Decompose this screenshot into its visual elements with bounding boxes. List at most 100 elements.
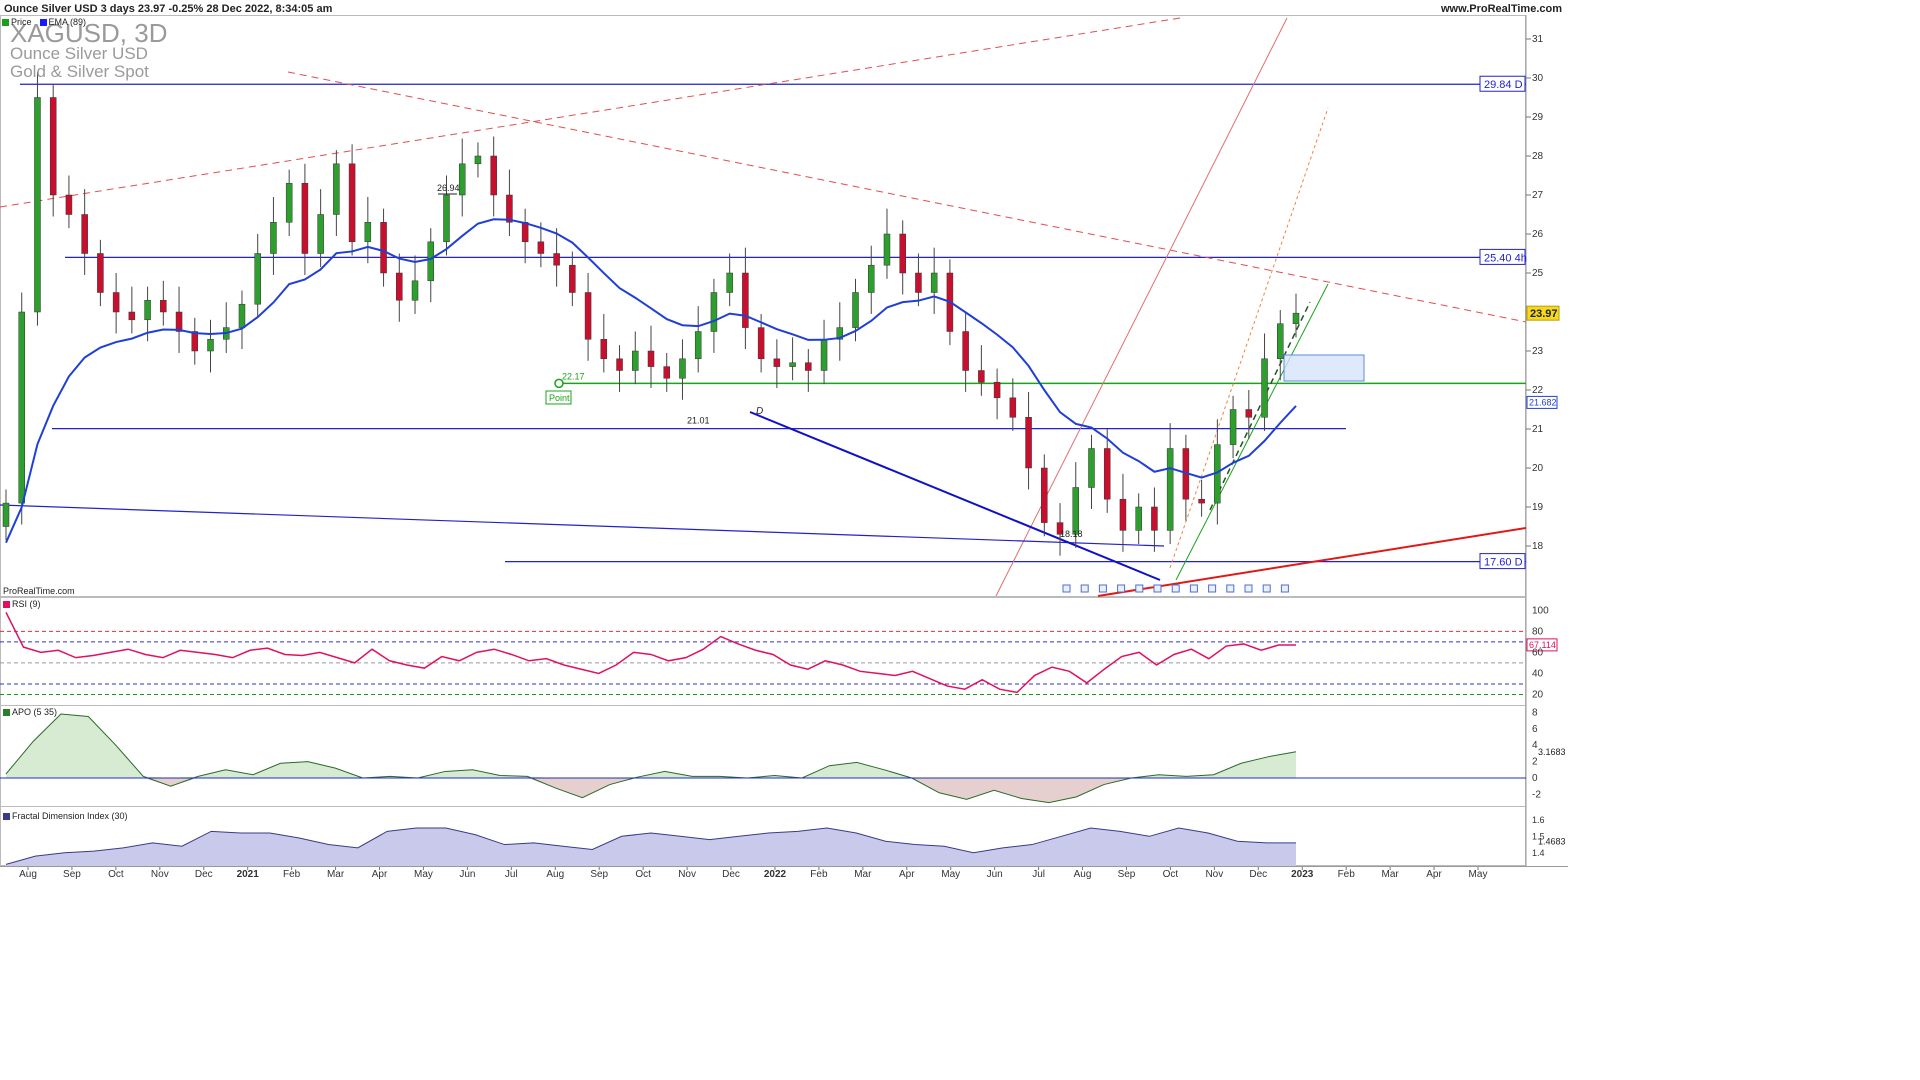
candle-body <box>364 222 372 243</box>
rsi-title-label: RSI (9) <box>12 599 41 609</box>
time-axis-label: 2023 <box>1291 869 1314 880</box>
price-axis-label: 31 <box>1532 34 1544 45</box>
point-label-box <box>545 390 572 405</box>
candle-body <box>915 272 922 293</box>
time-axis-label: Nov <box>151 869 169 880</box>
candle-body <box>632 350 639 371</box>
candle-body <box>333 163 340 215</box>
candle-body <box>1025 417 1032 469</box>
candle-body <box>443 194 450 243</box>
candle-body <box>930 272 938 293</box>
time-axis-label: Jun <box>987 869 1003 880</box>
fdi-title-label: Fractal Dimension Index (30) <box>12 811 128 821</box>
candle-body <box>1072 487 1080 535</box>
legend-price[interactable]: Price <box>2 17 32 27</box>
candle-body <box>883 233 891 266</box>
fdi-axis-label: 1.4 <box>1532 848 1545 858</box>
candle-body <box>569 264 576 293</box>
level-label: 17.60 D <box>1484 557 1523 569</box>
candle-body <box>867 264 875 293</box>
price-axis-label: 26 <box>1532 229 1544 240</box>
resistance-trendline-falling <box>287 71 1527 323</box>
level-label: 29.84 D <box>1484 79 1523 91</box>
candle-body <box>899 233 906 274</box>
candle-body <box>805 362 812 371</box>
legend-ema-label: EMA (89) <box>48 17 87 27</box>
candle-body <box>1056 522 1064 535</box>
time-axis-label: Apr <box>1426 869 1442 880</box>
time-axis-label: Feb <box>810 869 828 880</box>
time-axis-label: Sep <box>63 869 81 880</box>
target-zone-box <box>1283 354 1365 382</box>
candle-body <box>1088 448 1095 488</box>
rsi-axis-label: 40 <box>1532 668 1544 679</box>
time-axis-label: Feb <box>283 869 301 880</box>
event-marker-icon <box>1189 584 1198 593</box>
fdi-value-label: 1.4683 <box>1538 837 1566 847</box>
price-axis-label: 19 <box>1532 502 1544 513</box>
candle-body <box>600 339 608 360</box>
ema-line <box>5 218 1297 544</box>
rsi-value-box <box>1526 638 1558 652</box>
candle-body <box>348 163 356 243</box>
time-axis-label: Aug <box>1074 869 1092 880</box>
candle-body <box>1041 467 1048 523</box>
time-axis-label: Dec <box>1249 869 1267 880</box>
candle-body <box>427 241 435 282</box>
candle-body <box>1245 409 1253 418</box>
apo-panel <box>0 705 1526 807</box>
watermark-market: Gold & Silver Spot <box>10 62 149 81</box>
event-marker-icon <box>1208 584 1217 593</box>
low-annotation: 18.18 <box>1060 529 1083 539</box>
site-link[interactable]: www.ProRealTime.com <box>1440 3 1562 15</box>
rsi-axis-label: 100 <box>1532 605 1549 616</box>
event-marker-icon <box>1098 584 1107 593</box>
candle-body <box>191 331 199 352</box>
price-axis-label: 30 <box>1532 73 1544 84</box>
time-axis-label: Jun <box>459 869 475 880</box>
candle-body <box>1198 498 1205 504</box>
apo-positive-area <box>6 714 1296 778</box>
time-axis-label: Sep <box>1118 869 1136 880</box>
candle-body <box>207 339 214 352</box>
time-axis-label: Sep <box>590 869 608 880</box>
time-axis-label: Mar <box>1382 869 1400 880</box>
price-panel <box>0 15 1526 597</box>
apo-title: APO (5 35) <box>3 707 57 717</box>
event-marker-icon <box>1117 584 1126 593</box>
event-marker-icon <box>1280 584 1289 593</box>
candle-body <box>301 183 309 254</box>
apo-axis-label: 6 <box>1532 724 1538 735</box>
last-price-label: 23.97 <box>1530 308 1558 320</box>
price-axis-label: 22 <box>1532 385 1544 396</box>
apo-axis-label: -2 <box>1532 789 1541 800</box>
candle-body <box>773 358 781 367</box>
candle-body <box>175 311 183 332</box>
candle-body <box>647 350 655 367</box>
watermark-symbol: XAGUSD, 3D <box>10 18 168 48</box>
candle-body <box>506 194 513 223</box>
level-label: 21.01 <box>687 416 710 426</box>
candle-body <box>1119 498 1127 531</box>
candle-body <box>160 300 167 313</box>
apo-line <box>5 713 1297 804</box>
apo-value-label: 3.1683 <box>1538 747 1566 757</box>
event-marker-icon <box>1171 584 1180 593</box>
candle-body <box>238 303 246 328</box>
candle-body <box>742 272 749 328</box>
price-legend: Price EMA (89) <box>2 17 86 27</box>
candle-body <box>285 183 293 223</box>
price-axis-label: 21 <box>1532 424 1544 435</box>
candle-body <box>97 253 104 293</box>
candle-body <box>663 366 670 379</box>
candle-body <box>317 214 324 254</box>
apo-axis-label: 2 <box>1532 757 1538 768</box>
legend-ema[interactable]: EMA (89) <box>39 17 87 27</box>
time-axis-label: Oct <box>108 869 124 880</box>
time-axis-label: May <box>414 869 433 880</box>
time-axis-label: Dec <box>722 869 740 880</box>
candle-body <box>144 300 151 321</box>
time-axis-label: Dec <box>195 869 213 880</box>
candle-body <box>1229 409 1237 445</box>
candle-body <box>128 311 136 321</box>
